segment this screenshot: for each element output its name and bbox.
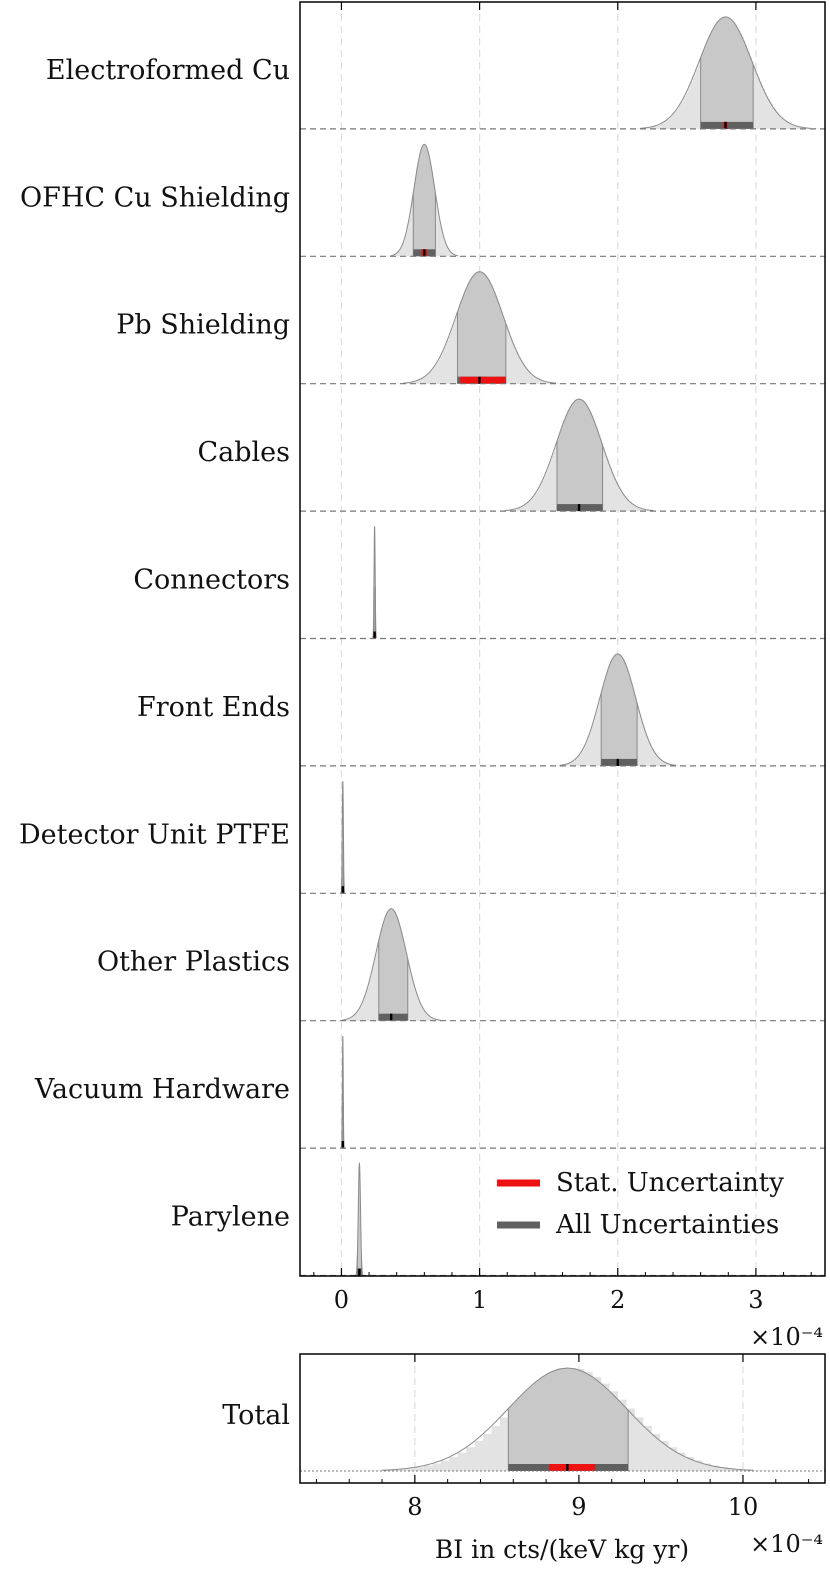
ridge-detector-unit-ptfe-distribution-outline	[340, 781, 346, 893]
ridge-electroformed-cu-median-marker	[724, 121, 727, 129]
legend-label-stat-uncertainty: Stat. Uncertainty	[556, 1168, 784, 1198]
x-scale-label-main: ×10⁻⁴	[750, 1323, 823, 1351]
ridge-pb-shielding-central-interval-fill	[457, 271, 506, 384]
ridge-parylene-group	[353, 1161, 365, 1276]
ridge-parylene-median-marker	[358, 1268, 361, 1276]
ridge-parylene-central-interval-fill	[357, 1163, 362, 1276]
row-label-vacuum-hardware: Vacuum Hardware	[34, 1074, 290, 1105]
row-label-electroformed-cu: Electroformed Cu	[46, 55, 290, 86]
ridge-connectors-median-marker	[373, 631, 376, 639]
ridge-pb-shielding-median-marker	[478, 376, 481, 384]
total-x-tick-label-9: 9	[571, 1493, 586, 1521]
ridge-total-central-interval-fill	[508, 1368, 629, 1471]
ridge-other-plastics-median-marker	[389, 1013, 393, 1021]
ridge-total-median-marker	[566, 1464, 569, 1471]
ridge-pb-shielding-distribution-outline	[403, 271, 556, 384]
ridge-cables-group	[465, 398, 694, 512]
ridge-other-plastics-group	[315, 908, 468, 1021]
ridge-other-plastics-distribution-outline	[341, 908, 441, 1021]
x-tick-label-0: 0	[334, 1286, 349, 1314]
ridge-ofhc-cu-shielding-median-marker	[423, 249, 426, 257]
row-label-parylene: Parylene	[171, 1202, 290, 1233]
ridge-vacuum-hardware-group	[340, 1036, 345, 1149]
ridge-detector-unit-ptfe-group	[340, 781, 346, 894]
ridge-front-ends-all-uncertainty-bar	[601, 758, 638, 766]
row-label-connectors: Connectors	[133, 565, 290, 596]
ridge-connectors-group	[371, 526, 378, 639]
x-tick-label-1: 1	[472, 1286, 487, 1314]
ridge-parylene-distribution-outline	[355, 1161, 364, 1276]
ridge-electroformed-cu-group	[594, 16, 825, 129]
x-scale-label-total: ×10⁻⁴	[750, 1530, 823, 1558]
ridge-vacuum-hardware-median-marker	[341, 1141, 345, 1149]
ridge-pb-shielding-group	[362, 271, 598, 384]
ridge-total-stat-uncertainty-bar	[549, 1464, 596, 1471]
ridge-ofhc-cu-shielding-group	[372, 143, 477, 257]
ridge-other-plastics-central-interval-fill	[378, 908, 408, 1021]
ridge-total-distribution-outline	[381, 1367, 754, 1471]
ridge-front-ends-group	[527, 653, 708, 766]
ridge-cables-median-marker	[577, 504, 581, 512]
row-label-other-plastics: Other Plastics	[97, 947, 290, 978]
total-plot-frame	[299, 1353, 826, 1484]
ridge-front-ends-median-marker	[616, 758, 619, 766]
row-label-cables: Cables	[197, 437, 290, 468]
total-x-tick-label-10: 10	[728, 1493, 759, 1521]
ridge-ofhc-cu-shielding-distribution-outline	[390, 143, 459, 257]
row-label-ofhc-cu-shielding: OFHC Cu Shielding	[20, 182, 290, 213]
ridge-detector-unit-ptfe-median-marker	[341, 886, 345, 894]
ridge-electroformed-cu-central-interval-fill	[700, 16, 754, 129]
ridge-vacuum-hardware-distribution-outline	[340, 1036, 345, 1148]
ridge-cables-central-interval-fill	[556, 399, 603, 512]
ridge-pb-shielding-stat-uncertainty-bar	[460, 376, 506, 384]
ridge-front-ends-distribution-outline	[559, 653, 677, 766]
ridge-connectors-distribution-outline	[372, 526, 377, 639]
row-label-total: Total	[222, 1400, 290, 1431]
legend-label-all-uncertainties: All Uncertainties	[555, 1210, 779, 1240]
row-label-front-ends: Front Ends	[137, 692, 290, 723]
x-tick-label-2: 2	[610, 1286, 625, 1314]
ridge-cables-distribution-outline	[504, 398, 654, 512]
x-tick-label-3: 3	[748, 1286, 763, 1314]
ridge-front-ends-central-interval-fill	[601, 653, 638, 766]
ridge-ofhc-cu-shielding-central-interval-fill	[413, 144, 436, 257]
ridge-other-plastics-all-uncertainty-bar	[378, 1013, 408, 1021]
ridge-total-group	[300, 1367, 825, 1471]
total-x-tick-label-8: 8	[407, 1493, 422, 1521]
ridge-electroformed-cu-distribution-outline	[640, 16, 811, 129]
x-axis-label: BI in cts/(keV kg yr)	[435, 1535, 689, 1564]
row-label-detector-unit-ptfe: Detector Unit PTFE	[19, 819, 290, 850]
row-label-pb-shielding: Pb Shielding	[116, 310, 290, 341]
